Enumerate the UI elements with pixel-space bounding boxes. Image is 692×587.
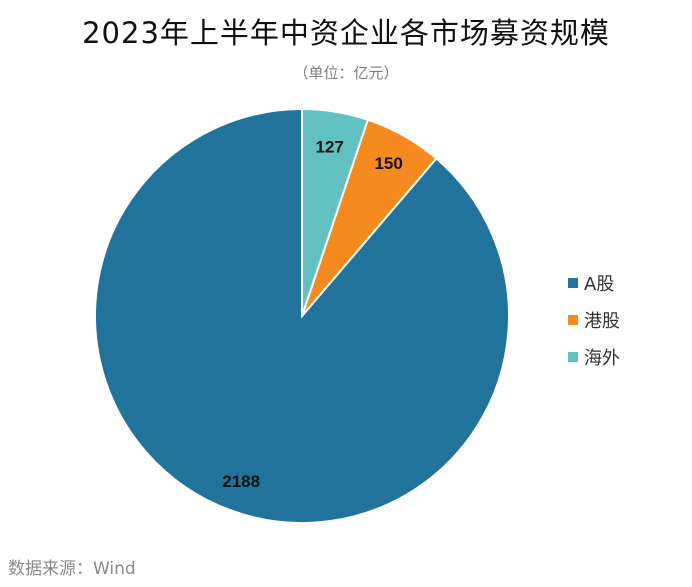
- legend-swatch-overseas: [568, 351, 578, 362]
- chart-title: 2023年上半年中资企业各市场募资规模: [82, 16, 610, 50]
- legend-label-overseas: 海外: [584, 347, 620, 369]
- data-label-a-share: 2188: [222, 472, 260, 491]
- data-label-overseas: 127: [316, 137, 344, 156]
- legend-item-overseas: 海外: [568, 338, 620, 375]
- pie-slice-a-share: [94, 107, 510, 524]
- chart-subtitle: （单位：亿元）: [293, 64, 399, 82]
- legend-item-hk-share: 港股: [568, 301, 620, 338]
- legend-swatch-a-share: [568, 277, 578, 288]
- legend-swatch-hk-share: [568, 314, 578, 325]
- legend-label-hk-share: 港股: [584, 310, 620, 332]
- legend-item-a-share: A股: [568, 264, 620, 301]
- data-label-hk-share: 150: [374, 154, 402, 173]
- pie-slice-overseas: [301, 107, 370, 317]
- legend-label-a-share: A股: [584, 273, 615, 295]
- chart-legend: A股 港股 海外: [568, 264, 620, 375]
- data-source-note: 数据来源：Wind: [8, 559, 136, 579]
